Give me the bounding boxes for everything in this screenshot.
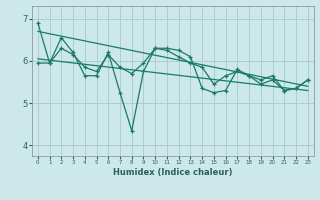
X-axis label: Humidex (Indice chaleur): Humidex (Indice chaleur): [113, 168, 233, 177]
